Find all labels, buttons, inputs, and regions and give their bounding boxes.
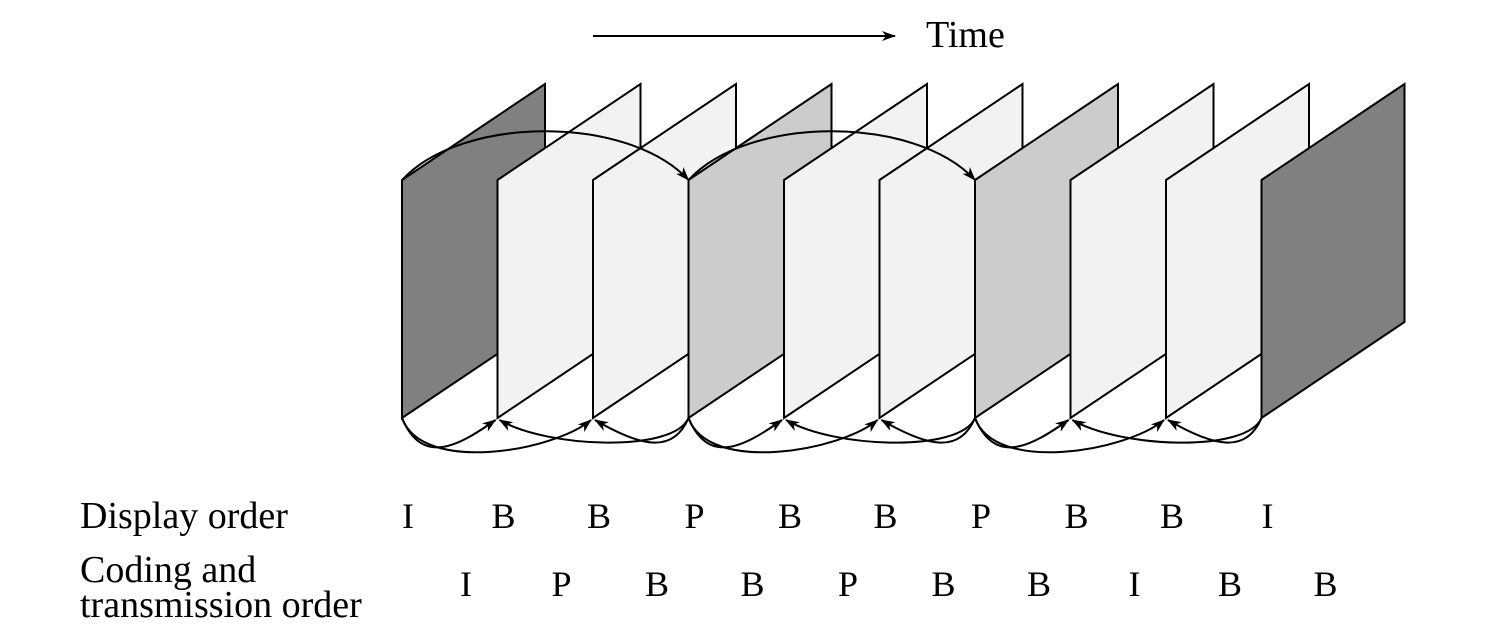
- display-order-letter-6: P: [971, 496, 991, 536]
- coding-order-label-line2: transmission order: [80, 584, 362, 626]
- prediction-arc-11: [1071, 417, 1263, 444]
- prediction-arc-6: [687, 417, 783, 449]
- coding-order-letter-9: B: [1313, 564, 1337, 604]
- prediction-arc-8: [687, 417, 879, 454]
- coding-order-letter-6: B: [1027, 564, 1051, 604]
- prediction-arc-7: [785, 417, 976, 444]
- display-order-letter-8: B: [1160, 496, 1184, 536]
- display-order-letter-5: B: [873, 496, 897, 536]
- prediction-arc-9: [880, 417, 976, 444]
- coding-order-letter-4: P: [838, 564, 858, 604]
- coding-order-letter-3: B: [740, 564, 764, 604]
- prediction-arc-12: [974, 417, 1165, 454]
- prediction-arc-3: [498, 417, 690, 444]
- coding-order-letter-8: B: [1218, 564, 1242, 604]
- frame-stack: [401, 82, 1406, 420]
- prediction-arc-4: [401, 417, 592, 454]
- display-order-letter-7: B: [1064, 496, 1088, 536]
- display-order-letter-1: B: [491, 496, 515, 536]
- display-order-letter-2: B: [587, 496, 611, 536]
- coding-order-letter-5: B: [931, 564, 955, 604]
- coding-order-label-line1: Coding and: [80, 549, 256, 591]
- display-order-letter-3: P: [684, 496, 704, 536]
- prediction-arc-1: [687, 130, 976, 181]
- prediction-arc-13: [1167, 417, 1263, 444]
- time-label: Time: [926, 14, 1005, 56]
- display-order-letter-9: I: [1262, 496, 1274, 536]
- frame-i-9: [1260, 82, 1406, 420]
- display-order-label: Display order: [80, 495, 288, 537]
- coding-order-letter-7: I: [1129, 564, 1141, 604]
- prediction-arc-0: [401, 130, 690, 181]
- prediction-arc-5: [594, 417, 690, 444]
- display-order-letter-4: B: [778, 496, 802, 536]
- coding-order-letter-2: B: [645, 564, 669, 604]
- coding-order-letter-1: P: [551, 564, 571, 604]
- prediction-arc-10: [974, 417, 1070, 449]
- prediction-arc-2: [401, 417, 497, 449]
- prediction-arcs: [401, 130, 1263, 454]
- display-order-letter-0: I: [402, 496, 414, 536]
- coding-order-letter-0: I: [460, 564, 472, 604]
